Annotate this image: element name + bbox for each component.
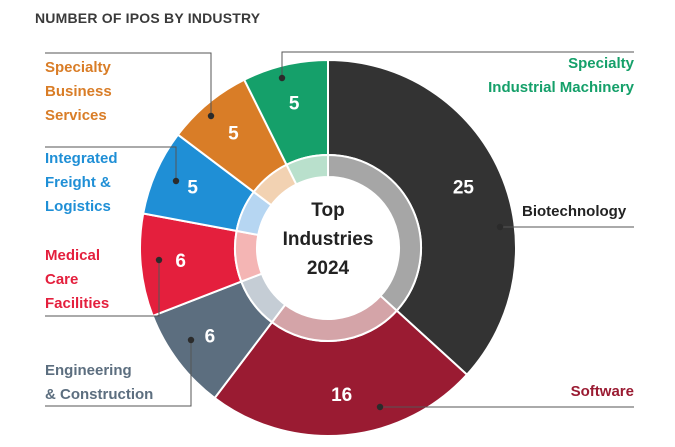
leader-line-specialty-business-services	[45, 52, 212, 116]
legend-label-line: Specialty	[568, 55, 634, 72]
legend-label-line: Biotechnology	[522, 203, 627, 220]
legend-label-line: Engineering	[45, 362, 132, 379]
legend-label-line: Care	[45, 271, 79, 288]
legend-label-line: Business	[45, 83, 112, 100]
value-label-engineering-and-construction: 6	[205, 327, 216, 348]
leader-line-medical-care-facilities	[45, 260, 160, 317]
inner-ring-specialty-industrial-machinery	[285, 153, 329, 186]
leader-dot-medical-care-facilities	[155, 256, 163, 264]
center-label-line: Industries	[282, 229, 374, 250]
legend-label-line: Software	[570, 383, 634, 400]
value-label-software: 16	[331, 385, 352, 406]
legend-label-line: Integrated	[45, 150, 118, 167]
leader-dot-specialty-business-services	[207, 112, 215, 120]
leader-dot-engineering-and-construction	[187, 336, 195, 344]
leader-line-specialty-industrial-machinery	[281, 51, 634, 78]
center-label: Top Industries 2024	[268, 196, 388, 283]
chart-title: NUMBER OF IPOS BY INDUSTRY	[35, 10, 261, 26]
legend-label-line: Freight &	[45, 174, 111, 191]
leader-dot-specialty-industrial-machinery	[278, 74, 286, 82]
legend-label-specialty-business-services: Specialty Business Services	[45, 56, 112, 128]
legend-label-line: Medical	[45, 247, 101, 264]
legend-label-specialty-industrial-machinery: Specialty Industrial Machinery	[488, 52, 634, 100]
value-label-medical-care-facilities: 6	[175, 251, 186, 272]
leader-dot-software	[376, 403, 384, 411]
legend-label-medical-care-facilities: Medical Care Facilities	[45, 244, 109, 316]
legend-label-line: Services	[45, 107, 107, 124]
leader-dot-biotechnology	[496, 223, 504, 231]
legend-label-biotechnology: Biotechnology	[522, 200, 626, 224]
legend-label-line: Facilities	[45, 295, 110, 312]
legend-label-line: & Construction	[45, 386, 154, 403]
leader-dot-integrated-freight-and-logistics	[172, 177, 180, 185]
legend-label-line: Specialty	[45, 59, 111, 76]
legend-label-software: Software	[571, 380, 634, 404]
legend-label-line: Logistics	[45, 198, 111, 215]
leader-line-integrated-freight-and-logistics	[45, 146, 177, 181]
value-label-specialty-industrial-machinery: 5	[289, 93, 300, 114]
legend-label-line: Industrial Machinery	[488, 79, 634, 96]
leader-line-engineering-and-construction	[45, 340, 192, 407]
center-label-line: 2024	[306, 258, 350, 279]
inner-ring-medical-care-facilities	[234, 229, 264, 283]
center-label-line: Top	[311, 200, 345, 221]
value-label-biotechnology: 25	[453, 178, 475, 199]
legend-label-engineering-and-construction: Engineering & Construction	[45, 359, 153, 407]
value-label-specialty-business-services: 5	[228, 124, 239, 145]
value-label-integrated-freight-and-logistics: 5	[187, 178, 198, 199]
legend-label-integrated-freight-and-logistics: Integrated Freight & Logistics	[45, 147, 118, 219]
